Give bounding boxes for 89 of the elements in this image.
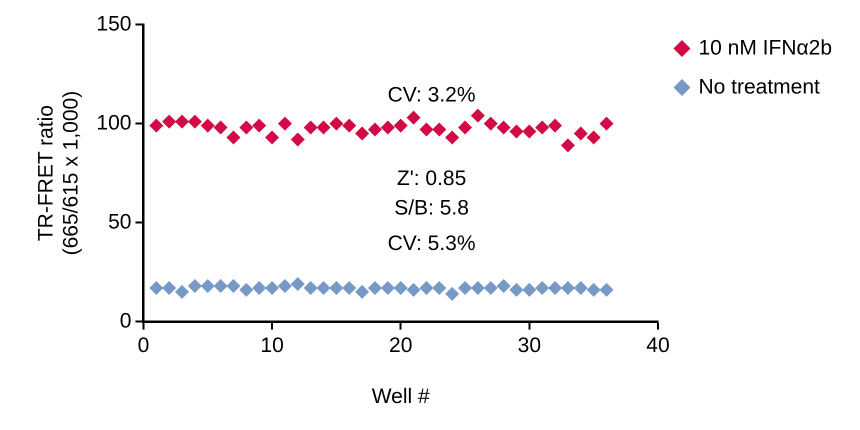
point <box>432 280 446 295</box>
x-axis-title: Well # <box>372 385 430 408</box>
point <box>394 118 408 133</box>
point <box>252 280 266 295</box>
point <box>265 130 280 144</box>
point <box>316 280 331 295</box>
point <box>548 118 562 133</box>
point <box>188 278 202 293</box>
point <box>162 280 176 295</box>
point <box>419 280 434 295</box>
point <box>470 108 485 123</box>
annotation: CV: 5.3% <box>388 232 476 256</box>
point <box>214 120 228 135</box>
point <box>188 114 202 129</box>
point <box>149 118 164 133</box>
point <box>355 284 370 299</box>
point <box>239 120 254 135</box>
point <box>548 280 562 295</box>
point <box>432 122 446 137</box>
point <box>406 282 421 297</box>
point <box>342 280 356 295</box>
point <box>394 280 408 295</box>
x-tick-label: 20 <box>389 334 412 357</box>
x-tick-label: 0 <box>138 334 150 357</box>
point <box>355 126 370 140</box>
point <box>342 118 356 133</box>
y-tick-label: 150 <box>96 12 132 36</box>
point <box>239 282 254 297</box>
point <box>600 116 614 131</box>
point <box>419 122 434 137</box>
legend-label: 10 nM IFNα2b <box>698 36 832 60</box>
point <box>496 278 511 293</box>
point <box>445 130 460 144</box>
y-tick-label: 0 <box>120 309 132 332</box>
point <box>304 280 318 295</box>
annotation: Z': 0.85 <box>396 166 466 190</box>
point <box>226 278 240 293</box>
point <box>484 280 498 295</box>
point <box>278 116 292 131</box>
point <box>329 280 344 295</box>
point <box>316 120 331 135</box>
point <box>200 118 215 133</box>
point <box>175 114 190 129</box>
point <box>522 282 536 297</box>
point <box>600 282 614 297</box>
point <box>509 282 524 297</box>
point <box>278 278 292 293</box>
point <box>484 116 498 131</box>
point <box>586 130 601 144</box>
annotation: S/B: 5.8 <box>394 196 469 220</box>
point <box>368 122 382 137</box>
point <box>574 280 588 295</box>
y-tick-label: 50 <box>108 210 132 234</box>
y-axis-title: TR-FRET ratio (665/615 x 1,000) <box>34 90 83 256</box>
legend-label: No treatment <box>698 75 820 98</box>
point <box>522 124 536 139</box>
annotation: CV: 3.2% <box>388 84 476 107</box>
point <box>535 280 550 295</box>
point <box>304 120 318 135</box>
point <box>149 280 164 295</box>
point <box>560 138 575 152</box>
y-tick-label: 100 <box>96 111 132 134</box>
point <box>226 130 240 144</box>
point <box>458 280 472 295</box>
point <box>265 280 280 295</box>
point <box>406 110 421 125</box>
point <box>214 278 228 293</box>
point <box>535 120 550 135</box>
point <box>458 120 472 135</box>
point <box>368 280 382 295</box>
point <box>200 278 215 293</box>
point <box>290 132 305 146</box>
x-tick-label: 40 <box>646 334 670 357</box>
point <box>380 120 395 135</box>
point <box>560 280 575 295</box>
point <box>445 286 460 301</box>
x-tick-label: 10 <box>260 334 284 357</box>
point <box>586 282 601 297</box>
point <box>380 280 395 295</box>
x-tick-label: 30 <box>518 334 542 357</box>
point <box>162 114 176 129</box>
point <box>574 126 588 140</box>
point <box>252 118 266 133</box>
point <box>496 120 511 135</box>
point <box>290 276 305 291</box>
point <box>470 280 485 295</box>
point <box>175 284 190 299</box>
point <box>329 116 344 131</box>
point <box>509 124 524 139</box>
